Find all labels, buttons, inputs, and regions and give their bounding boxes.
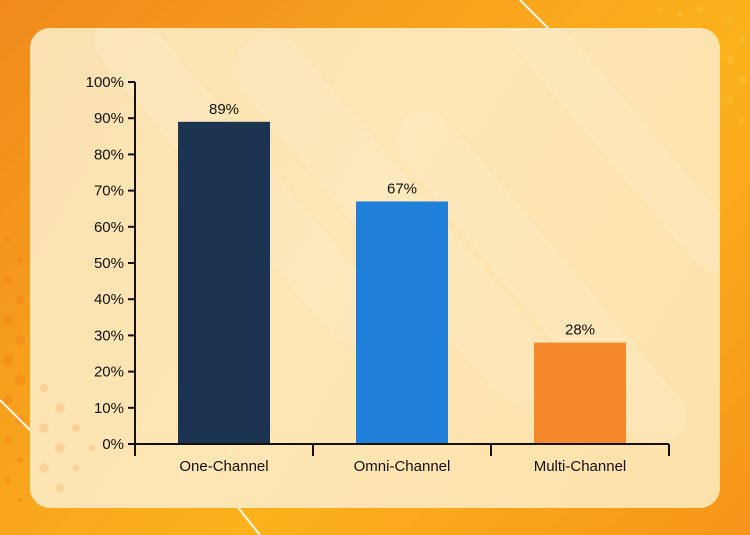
y-tick-label: 30% — [94, 327, 124, 344]
y-tick-label: 40% — [94, 291, 124, 308]
halftone-dots-right — [658, 7, 746, 123]
y-tick-label: 100% — [86, 74, 124, 91]
y-tick-label: 90% — [94, 110, 124, 127]
bar-value-label: 28% — [565, 322, 595, 339]
bar-omni-channel — [356, 201, 448, 444]
y-tick-label: 80% — [94, 146, 124, 163]
x-axis: One-Channel Omni-Channel Multi-Channel — [134, 443, 670, 475]
bar-one-channel — [178, 121, 270, 444]
y-tick-label: 60% — [94, 219, 124, 236]
y-tick-label: 50% — [94, 255, 124, 272]
y-tick-label: 0% — [102, 436, 124, 453]
y-tick-label: 20% — [94, 364, 124, 381]
y-tick-label: 70% — [94, 183, 124, 200]
halftone-dots-left — [2, 237, 26, 503]
bar-value-label: 67% — [387, 180, 417, 197]
x-category-label: One-Channel — [179, 458, 268, 475]
x-category-label: Omni-Channel — [354, 458, 451, 475]
x-category-label: Multi-Channel — [534, 458, 627, 475]
bars: 89% 67% 28% — [178, 101, 626, 444]
y-axis-ticks: 0% 10% 20% 30% 40% 50% 60% 70% 80% 90% 100% — [86, 74, 135, 453]
bar-value-label: 89% — [209, 101, 239, 118]
y-tick-label: 10% — [94, 400, 124, 417]
bar-multi-channel — [534, 342, 626, 444]
